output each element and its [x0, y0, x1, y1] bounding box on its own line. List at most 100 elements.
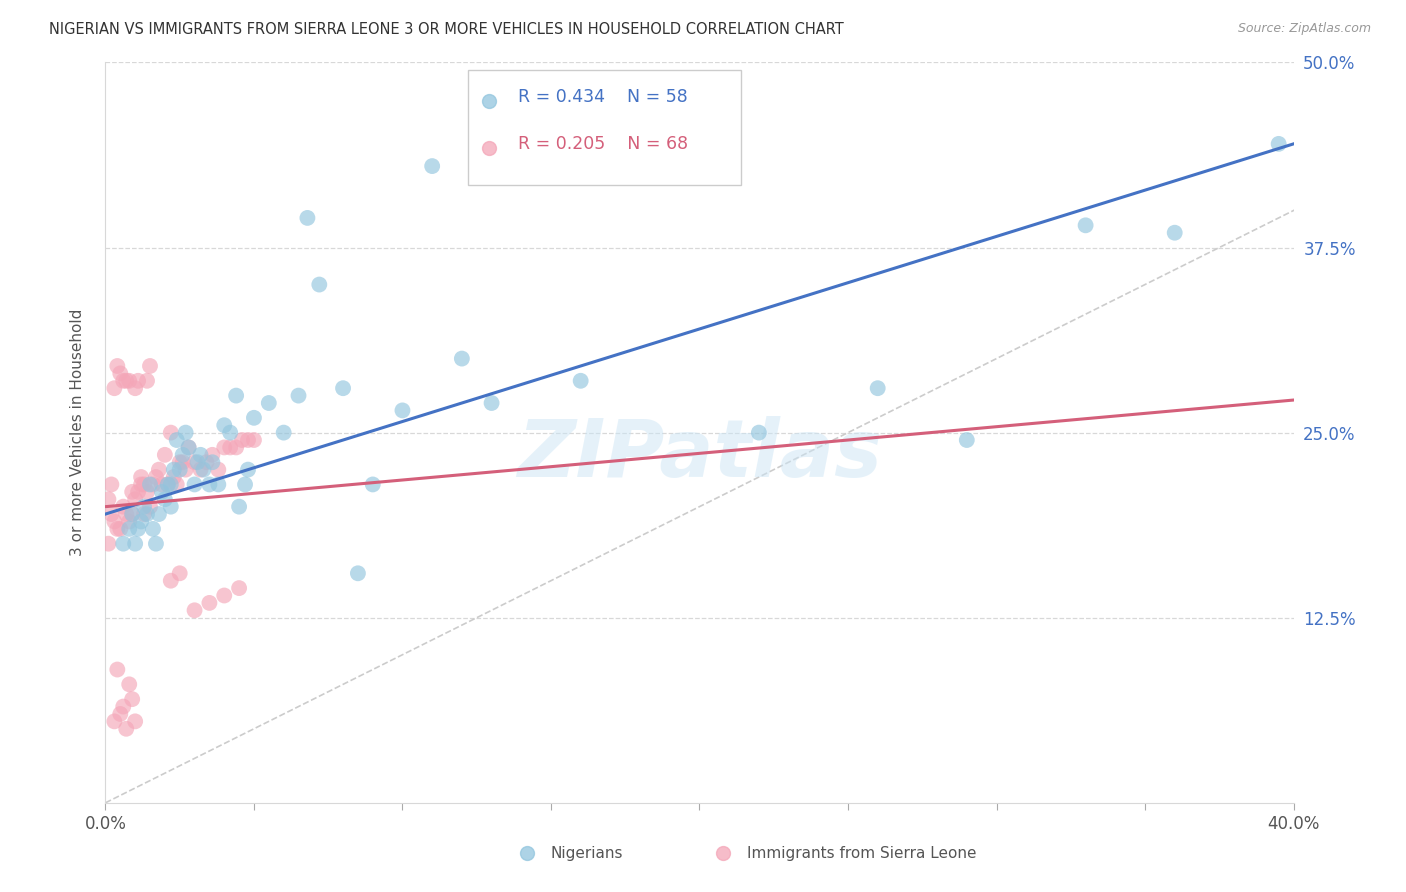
Point	[207, 463, 229, 477]
Point	[198, 596, 221, 610]
Point	[166, 433, 188, 447]
Point	[183, 477, 205, 491]
Point	[297, 211, 319, 225]
Point	[225, 441, 247, 455]
Point	[190, 463, 212, 477]
Point	[115, 722, 138, 736]
Point	[124, 714, 146, 729]
Point	[153, 448, 176, 462]
Point	[136, 484, 159, 499]
Point	[166, 477, 188, 491]
Point	[243, 410, 266, 425]
Point	[127, 374, 149, 388]
Point	[287, 389, 309, 403]
Point	[628, 145, 651, 159]
FancyBboxPatch shape	[468, 70, 741, 185]
Point	[159, 477, 181, 491]
Point	[153, 492, 176, 507]
Point	[129, 470, 152, 484]
Point	[177, 441, 200, 455]
Point	[174, 425, 197, 440]
Point	[420, 159, 443, 173]
Point	[112, 699, 135, 714]
Point	[481, 396, 503, 410]
Point	[273, 425, 295, 440]
Point	[129, 515, 152, 529]
Point	[110, 367, 132, 381]
Point	[112, 500, 135, 514]
Point	[150, 477, 173, 491]
Point	[172, 448, 194, 462]
Point	[121, 507, 143, 521]
Point	[139, 359, 162, 373]
Point	[139, 477, 162, 491]
Point	[183, 603, 205, 617]
Point	[103, 381, 125, 395]
Point	[332, 381, 354, 395]
Point	[132, 500, 155, 514]
Point	[201, 455, 224, 469]
Point	[142, 477, 165, 491]
Point	[156, 477, 179, 491]
Point	[169, 455, 191, 469]
Point	[129, 477, 152, 491]
Point	[112, 537, 135, 551]
Point	[121, 692, 143, 706]
Point	[169, 463, 191, 477]
Point	[118, 515, 141, 529]
Point	[115, 374, 138, 388]
Y-axis label: 3 or more Vehicles in Household: 3 or more Vehicles in Household	[70, 309, 84, 557]
Point	[156, 477, 179, 491]
Text: R = 0.205    N = 68: R = 0.205 N = 68	[517, 135, 688, 153]
Point	[139, 500, 162, 514]
Point	[97, 537, 120, 551]
Point	[136, 374, 159, 388]
Point	[308, 277, 330, 292]
Point	[148, 463, 170, 477]
Point	[136, 507, 159, 521]
Point	[163, 463, 186, 477]
Point	[450, 351, 472, 366]
Point	[214, 441, 236, 455]
Point	[186, 455, 208, 469]
Point	[169, 566, 191, 581]
Point	[159, 425, 181, 440]
Point	[219, 441, 242, 455]
Point	[150, 484, 173, 499]
Point	[177, 441, 200, 455]
Text: Immigrants from Sierra Leone: Immigrants from Sierra Leone	[747, 846, 977, 861]
Point	[195, 455, 218, 469]
Point	[163, 470, 186, 484]
Point	[236, 433, 259, 447]
Point	[347, 566, 370, 581]
Point	[118, 677, 141, 691]
Point	[198, 477, 221, 491]
Point	[236, 463, 259, 477]
Point	[1074, 219, 1097, 233]
Point	[228, 500, 250, 514]
Point	[124, 492, 146, 507]
Point	[159, 574, 181, 588]
Point	[183, 455, 205, 469]
Point	[174, 463, 197, 477]
Point	[121, 507, 143, 521]
Point	[243, 433, 266, 447]
Point	[1164, 226, 1187, 240]
Text: Source: ZipAtlas.com: Source: ZipAtlas.com	[1237, 22, 1371, 36]
Point	[201, 448, 224, 462]
Point	[145, 537, 167, 551]
Point	[193, 463, 215, 477]
Point	[110, 706, 132, 721]
Point	[225, 389, 247, 403]
Text: ZIPatlas: ZIPatlas	[517, 416, 882, 494]
Point	[105, 663, 128, 677]
Point	[1267, 136, 1289, 151]
Point	[112, 374, 135, 388]
Point	[614, 145, 637, 159]
Point	[148, 507, 170, 521]
Point	[103, 515, 125, 529]
Point	[132, 477, 155, 491]
Point	[124, 381, 146, 395]
Point	[233, 477, 256, 491]
Point	[214, 589, 236, 603]
